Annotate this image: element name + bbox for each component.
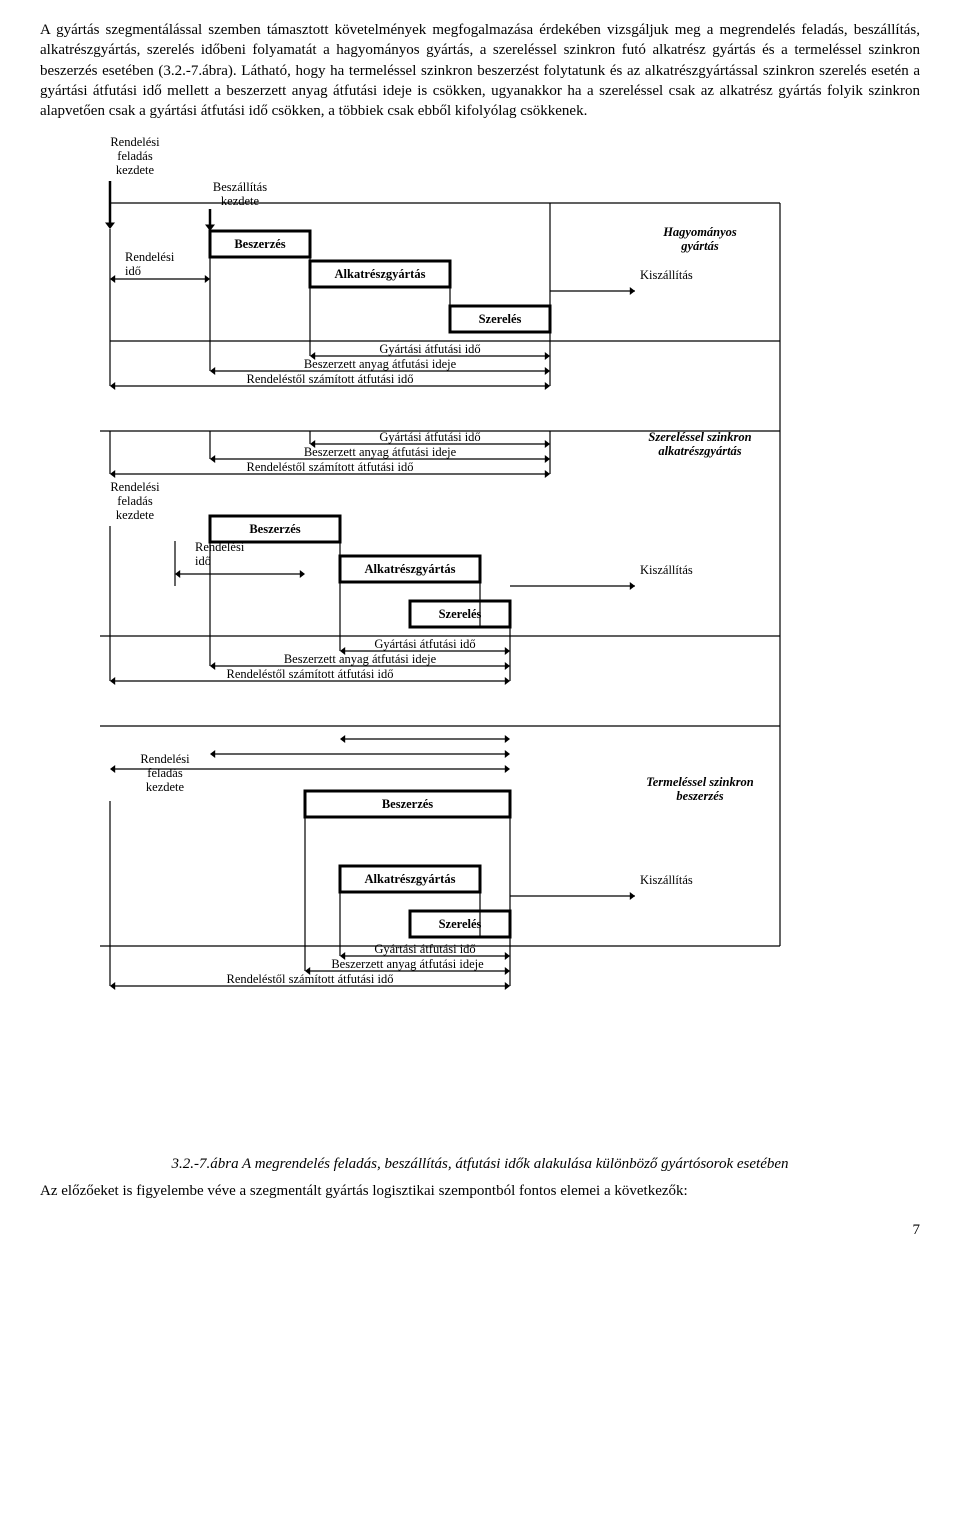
svg-text:kezdete: kezdete bbox=[221, 194, 260, 208]
svg-text:kezdete: kezdete bbox=[146, 780, 185, 794]
svg-text:gyártás: gyártás bbox=[680, 239, 719, 253]
svg-text:Gyártási átfutási idő: Gyártási átfutási idő bbox=[379, 430, 480, 444]
svg-text:Gyártási átfutási idő: Gyártási átfutási idő bbox=[379, 342, 480, 356]
svg-text:Szerelés: Szerelés bbox=[439, 917, 482, 931]
svg-text:Rendelési: Rendelési bbox=[110, 135, 160, 149]
svg-text:kezdete: kezdete bbox=[116, 508, 155, 522]
svg-text:feladás: feladás bbox=[117, 494, 153, 508]
page-number: 7 bbox=[40, 1222, 920, 1239]
svg-text:Szereléssel szinkron: Szereléssel szinkron bbox=[648, 430, 751, 444]
svg-text:feladás: feladás bbox=[117, 149, 153, 163]
svg-text:Beszerzett anyag átfutási idej: Beszerzett anyag átfutási ideje bbox=[331, 957, 484, 971]
svg-text:Rendeléstől számított átfutási: Rendeléstől számított átfutási idő bbox=[247, 460, 414, 474]
svg-text:Beszerzett anyag átfutási idej: Beszerzett anyag átfutási ideje bbox=[284, 652, 437, 666]
svg-text:Beszállítás: Beszállítás bbox=[213, 180, 267, 194]
svg-text:Beszerzés: Beszerzés bbox=[249, 522, 300, 536]
intro-paragraph: A gyártás szegmentálással szemben támasz… bbox=[40, 20, 920, 121]
svg-text:idő: idő bbox=[125, 264, 141, 278]
svg-text:Rendelési: Rendelési bbox=[140, 752, 190, 766]
svg-text:Gyártási átfutási idő: Gyártási átfutási idő bbox=[374, 942, 475, 956]
svg-text:Alkatrészgyártás: Alkatrészgyártás bbox=[365, 562, 456, 576]
lead-time-diagram: RendelésifeladáskezdeteBeszállításkezdet… bbox=[80, 131, 880, 1131]
svg-text:idő: idő bbox=[195, 554, 211, 568]
svg-text:Alkatrészgyártás: Alkatrészgyártás bbox=[365, 872, 456, 886]
svg-text:Szerelés: Szerelés bbox=[479, 312, 522, 326]
followup-paragraph: Az előzőeket is figyelembe véve a szegme… bbox=[40, 1181, 920, 1201]
svg-text:beszerzés: beszerzés bbox=[676, 789, 723, 803]
svg-text:Rendelési: Rendelési bbox=[195, 540, 245, 554]
svg-text:alkatrészgyártás: alkatrészgyártás bbox=[658, 444, 741, 458]
svg-text:Beszerzés: Beszerzés bbox=[234, 237, 285, 251]
svg-text:Beszerzett anyag átfutási idej: Beszerzett anyag átfutási ideje bbox=[304, 357, 457, 371]
svg-text:Rendeléstől számított átfutási: Rendeléstől számított átfutási idő bbox=[227, 667, 394, 681]
svg-text:Rendelési: Rendelési bbox=[110, 480, 160, 494]
svg-text:kezdete: kezdete bbox=[116, 163, 155, 177]
svg-text:Hagyományos: Hagyományos bbox=[662, 225, 737, 239]
svg-text:Gyártási átfutási idő: Gyártási átfutási idő bbox=[374, 637, 475, 651]
svg-text:Beszerzés: Beszerzés bbox=[382, 797, 433, 811]
svg-text:Termeléssel szinkron: Termeléssel szinkron bbox=[646, 775, 754, 789]
figure-caption: 3.2.-7.ábra A megrendelés feladás, beszá… bbox=[40, 1156, 920, 1173]
svg-text:Rendeléstől számított átfutási: Rendeléstől számított átfutási idő bbox=[227, 972, 394, 986]
svg-text:Alkatrészgyártás: Alkatrészgyártás bbox=[335, 267, 426, 281]
svg-text:Kiszállítás: Kiszállítás bbox=[640, 873, 693, 887]
svg-text:Kiszállítás: Kiszállítás bbox=[640, 268, 693, 282]
svg-text:Beszerzett anyag átfutási idej: Beszerzett anyag átfutási ideje bbox=[304, 445, 457, 459]
svg-text:Rendelési: Rendelési bbox=[125, 250, 175, 264]
svg-text:Kiszállítás: Kiszállítás bbox=[640, 563, 693, 577]
svg-text:feladás: feladás bbox=[147, 766, 183, 780]
svg-text:Rendeléstől számított átfutási: Rendeléstől számított átfutási idő bbox=[247, 372, 414, 386]
svg-text:Szerelés: Szerelés bbox=[439, 607, 482, 621]
